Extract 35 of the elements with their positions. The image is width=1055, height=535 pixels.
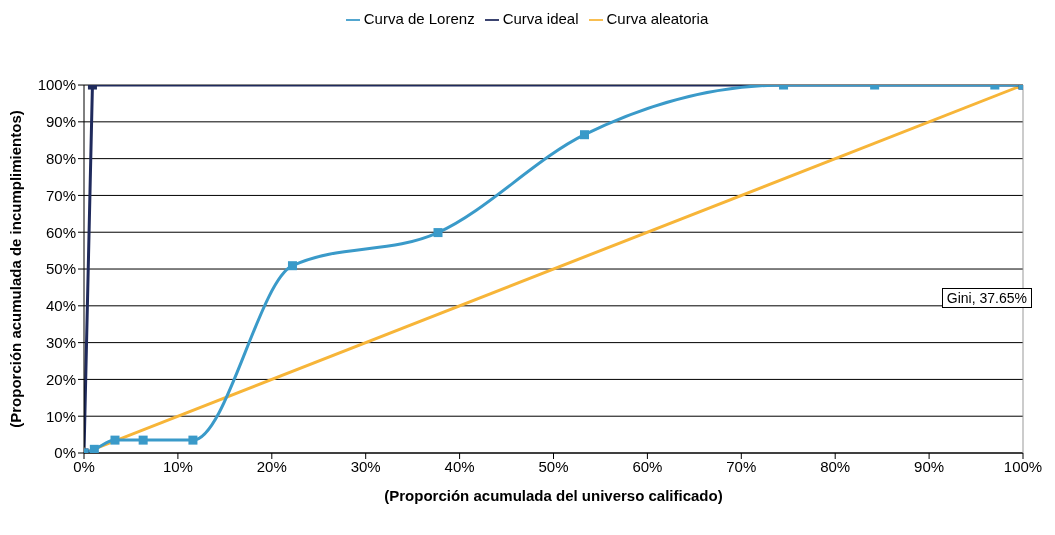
point bbox=[110, 435, 120, 445]
y-axis-title: (Proporción acumulada de incumplimientos) bbox=[7, 110, 25, 428]
legend-label: Curva ideal bbox=[502, 10, 579, 27]
x-tick-label: 100% bbox=[1003, 457, 1043, 475]
y-tick-label: 20% bbox=[45, 370, 76, 388]
y-tick-label: 60% bbox=[45, 223, 76, 241]
y-tick-label: 30% bbox=[45, 333, 76, 351]
x-tick-label: 70% bbox=[726, 457, 757, 475]
point bbox=[579, 130, 589, 140]
x-tick-label: 80% bbox=[820, 457, 851, 475]
x-tick-label: 10% bbox=[162, 457, 193, 475]
y-tick-label: 70% bbox=[45, 186, 76, 204]
x-axis-title: (Proporción acumulada del universo calificado) bbox=[384, 487, 723, 504]
y-tick-label: 0% bbox=[54, 444, 76, 462]
y-tick-label: 80% bbox=[45, 149, 76, 167]
point bbox=[138, 435, 148, 445]
point bbox=[89, 444, 99, 453]
y-tick-label: 100% bbox=[37, 76, 76, 94]
point bbox=[287, 261, 297, 271]
y-tick-label: 10% bbox=[45, 407, 76, 425]
annotation: Gini, 37.65% bbox=[941, 288, 1032, 308]
legend-label: Curva aleatoria bbox=[606, 10, 709, 27]
y-tick-label: 90% bbox=[45, 113, 76, 131]
x-tick-label: 30% bbox=[350, 457, 381, 475]
x-tick-label: 60% bbox=[632, 457, 663, 475]
x-tick-label: 20% bbox=[256, 457, 287, 475]
x-tick-label: 90% bbox=[914, 457, 945, 475]
legend-label: Curva de Lorenz bbox=[363, 10, 475, 27]
x-tick-label: 50% bbox=[538, 457, 569, 475]
point bbox=[433, 228, 443, 238]
y-tick-label: 50% bbox=[45, 260, 76, 278]
x-tick-label: 40% bbox=[444, 457, 475, 475]
point bbox=[188, 435, 198, 445]
x-tick-label: 0% bbox=[73, 457, 95, 475]
y-tick-label: 40% bbox=[45, 297, 76, 315]
